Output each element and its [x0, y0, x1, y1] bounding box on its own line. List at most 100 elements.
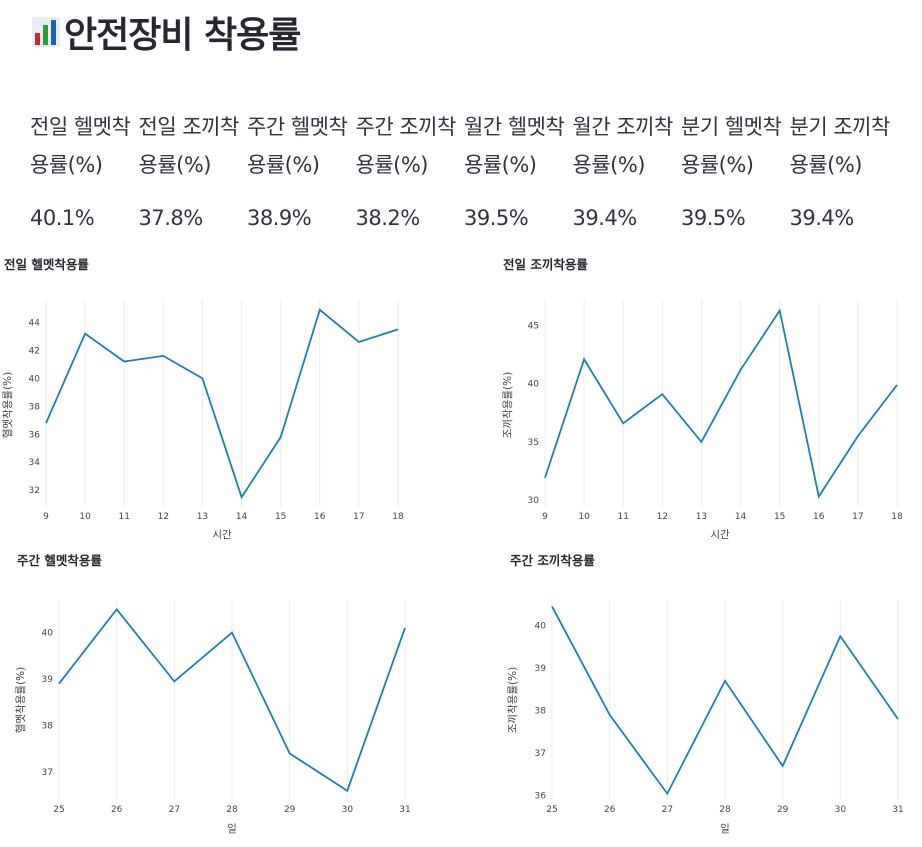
x-tick-label: 28: [719, 805, 731, 815]
y-tick-label: 35: [528, 438, 539, 448]
x-tick-label: 13: [197, 512, 208, 522]
y-tick-label: 40: [528, 380, 540, 390]
metric-label: 주간 조끼착용률(%): [355, 115, 457, 177]
x-tick-label: 26: [111, 805, 123, 815]
chart-title-weekly-vest: 주간 조끼착용률: [510, 553, 595, 568]
x-tick-label: 17: [353, 512, 364, 522]
metric-value: 39.4%: [572, 206, 638, 230]
x-tick-label: 14: [735, 512, 747, 522]
chart-title-weekly-helmet: 주간 헬멧착용률: [17, 553, 102, 568]
y-tick-label: 38: [29, 402, 41, 412]
metric-value: 39.5%: [464, 206, 529, 230]
x-tick-label: 17: [852, 512, 863, 522]
y-tick-label: 30: [528, 496, 540, 506]
y-axis-label: 헬멧착용률(%): [2, 372, 14, 438]
x-tick-label: 16: [314, 512, 326, 522]
y-tick-label: 40: [535, 622, 547, 632]
y-tick-label: 37: [535, 749, 546, 759]
x-axis-label: 시간: [710, 529, 730, 541]
x-tick-label: 27: [169, 805, 180, 815]
bar-chart-icon: [32, 17, 60, 47]
y-axis-label: 헬멧착용률(%): [15, 667, 27, 733]
x-tick-label: 15: [774, 512, 785, 522]
x-tick-label: 10: [79, 512, 91, 522]
metric-quarter-vest: 분기 조끼착용률(%) 39.4%: [790, 108, 899, 230]
metric-value: 38.9%: [247, 206, 312, 230]
y-tick-label: 34: [29, 458, 41, 468]
chart-title-daily-vest: 전일 조끼착용률: [503, 257, 588, 272]
x-tick-label: 30: [342, 805, 354, 815]
x-tick-label: 30: [835, 805, 847, 815]
x-tick-label: 31: [892, 805, 903, 815]
y-tick-label: 39: [42, 675, 54, 685]
page-title-text: 안전장비 착용률: [64, 15, 301, 56]
y-tick-label: 45: [528, 322, 539, 332]
y-tick-label: 42: [29, 346, 40, 356]
metric-label: 월간 헬멧착용률(%): [464, 115, 565, 177]
metric-label: 전일 헬멧착용률(%): [30, 115, 131, 177]
metric-quarter-helmet: 분기 헬멧착용률(%) 39.5%: [681, 108, 790, 230]
x-tick-label: 9: [542, 512, 548, 522]
metric-value: 40.1%: [30, 206, 95, 230]
y-tick-label: 32: [29, 486, 40, 496]
x-axis-label: 일: [720, 822, 730, 835]
x-tick-label: 25: [546, 805, 557, 815]
x-tick-label: 12: [158, 512, 169, 522]
y-tick-label: 38: [42, 722, 54, 732]
x-tick-label: 12: [657, 512, 668, 522]
metric-monthly-helmet: 월간 헬멧착용률(%) 39.5%: [464, 108, 573, 230]
metric-label: 주간 헬멧착용률(%): [247, 115, 348, 177]
x-tick-label: 9: [43, 512, 49, 522]
x-tick-label: 28: [226, 805, 238, 815]
x-tick-label: 10: [578, 512, 590, 522]
metric-weekly-helmet: 주간 헬멧착용률(%) 38.9%: [247, 108, 356, 230]
metric-daily-helmet: 전일 헬멧착용률(%) 40.1%: [30, 108, 139, 230]
metric-weekly-vest: 주간 조끼착용률(%) 38.2%: [356, 108, 465, 230]
x-tick-label: 18: [891, 512, 903, 522]
metric-value: 39.4%: [789, 206, 855, 230]
metric-monthly-vest: 월간 조끼착용률(%) 39.4%: [573, 108, 682, 230]
x-axis-label: 일: [227, 822, 237, 835]
x-tick-label: 26: [604, 805, 616, 815]
x-tick-label: 13: [696, 512, 707, 522]
y-tick-label: 40: [29, 374, 41, 384]
x-tick-label: 18: [392, 512, 404, 522]
y-tick-label: 37: [42, 768, 53, 778]
metric-value: 39.5%: [681, 206, 746, 230]
metric-label: 분기 헬멧착용률(%): [681, 115, 782, 177]
metric-label: 월간 조끼착용률(%): [572, 115, 674, 177]
y-tick-label: 44: [29, 318, 41, 328]
y-tick-label: 40: [42, 629, 54, 639]
x-axis-label: 시간: [212, 529, 232, 541]
x-tick-label: 25: [53, 805, 64, 815]
page-title: 안전장비 착용률: [32, 6, 301, 58]
metric-value: 37.8%: [138, 206, 204, 230]
y-tick-label: 36: [535, 792, 547, 802]
x-tick-label: 29: [777, 805, 789, 815]
series-line: [544, 308, 898, 499]
series-line: [45, 308, 399, 500]
series-line: [58, 607, 406, 793]
chart-title-daily-helmet: 전일 헬멧착용률: [4, 257, 89, 272]
x-tick-label: 31: [399, 805, 410, 815]
y-tick-label: 39: [535, 664, 547, 674]
metric-label: 분기 조끼착용률(%): [789, 115, 891, 177]
y-tick-label: 38: [535, 707, 547, 717]
y-tick-label: 36: [29, 430, 41, 440]
metric-daily-vest: 전일 조끼착용률(%) 37.8%: [139, 108, 248, 230]
x-tick-label: 11: [118, 512, 129, 522]
x-tick-label: 15: [275, 512, 286, 522]
x-tick-label: 16: [813, 512, 825, 522]
metrics-row: 전일 헬멧착용률(%) 40.1% 전일 조끼착용률(%) 37.8% 주간 헬…: [30, 108, 910, 230]
x-tick-label: 14: [236, 512, 248, 522]
y-axis-label: 조끼착용률(%): [502, 372, 514, 438]
x-tick-label: 29: [284, 805, 296, 815]
metric-value: 38.2%: [355, 206, 421, 230]
x-tick-label: 27: [662, 805, 673, 815]
metric-label: 전일 조끼착용률(%): [138, 115, 240, 177]
series-line: [551, 605, 899, 796]
